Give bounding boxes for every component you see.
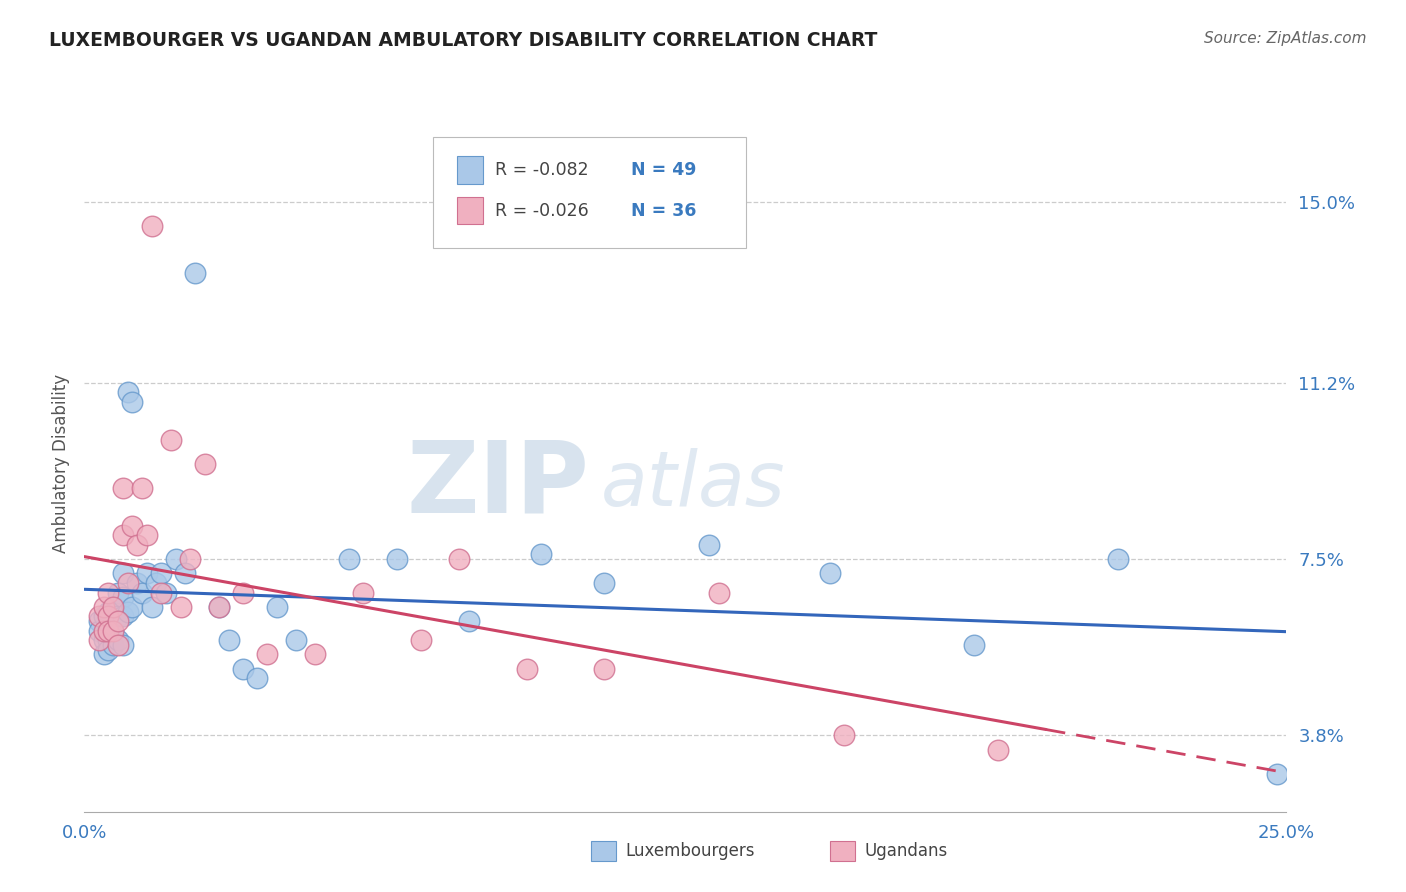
Point xyxy=(169,599,191,614)
Point xyxy=(111,528,134,542)
Point xyxy=(127,576,149,591)
Point xyxy=(592,662,614,676)
Point xyxy=(385,552,408,566)
Point xyxy=(592,576,614,591)
Point xyxy=(155,585,177,599)
FancyBboxPatch shape xyxy=(457,156,484,184)
Point xyxy=(832,729,855,743)
Point xyxy=(127,538,149,552)
Point xyxy=(135,566,157,581)
Point xyxy=(97,624,120,638)
Point xyxy=(208,599,231,614)
Point xyxy=(184,266,207,280)
Point xyxy=(1107,552,1129,566)
Text: N = 49: N = 49 xyxy=(631,161,697,179)
Point xyxy=(246,671,269,685)
Text: N = 36: N = 36 xyxy=(631,202,697,219)
Point xyxy=(141,599,163,614)
Point xyxy=(131,481,153,495)
Point xyxy=(160,433,183,447)
Point xyxy=(103,599,125,614)
Point xyxy=(145,576,167,591)
Point xyxy=(165,552,187,566)
Point xyxy=(963,638,986,652)
Point xyxy=(111,638,134,652)
Point xyxy=(194,457,217,471)
Point xyxy=(87,624,110,638)
Point xyxy=(107,638,129,652)
Point xyxy=(97,605,120,619)
Point xyxy=(97,585,120,599)
Point xyxy=(131,585,153,599)
Point xyxy=(1265,766,1288,780)
Text: Luxembourgers: Luxembourgers xyxy=(626,842,755,860)
Point xyxy=(141,219,163,233)
Point xyxy=(174,566,197,581)
Point xyxy=(97,619,120,633)
Point xyxy=(232,662,254,676)
Point xyxy=(232,585,254,599)
Point xyxy=(218,633,240,648)
Text: Ugandans: Ugandans xyxy=(865,842,948,860)
Point xyxy=(818,566,841,581)
Point xyxy=(266,599,288,614)
Point xyxy=(121,518,143,533)
Point xyxy=(458,614,481,628)
Point xyxy=(699,538,721,552)
Point xyxy=(117,605,139,619)
Point xyxy=(97,633,120,648)
Point xyxy=(516,662,538,676)
Point xyxy=(103,624,125,638)
Point xyxy=(121,395,143,409)
Point xyxy=(97,609,120,624)
Point xyxy=(107,633,129,648)
Point xyxy=(93,624,115,638)
Point xyxy=(707,585,730,599)
Point xyxy=(208,599,231,614)
Point xyxy=(97,642,120,657)
Point xyxy=(409,633,432,648)
Point xyxy=(87,614,110,628)
Point xyxy=(117,385,139,400)
Point xyxy=(93,599,115,614)
Point xyxy=(111,591,134,605)
Point xyxy=(117,576,139,591)
FancyBboxPatch shape xyxy=(457,196,484,225)
Point xyxy=(449,552,471,566)
Point xyxy=(93,633,115,648)
Point xyxy=(103,638,125,652)
Point xyxy=(111,566,134,581)
Text: R = -0.082: R = -0.082 xyxy=(495,161,589,179)
Point xyxy=(530,548,553,562)
Point xyxy=(256,648,278,662)
Text: R = -0.026: R = -0.026 xyxy=(495,202,589,219)
Point xyxy=(107,609,129,624)
Point xyxy=(87,609,110,624)
Point xyxy=(284,633,307,648)
Point xyxy=(107,614,129,628)
FancyBboxPatch shape xyxy=(433,136,745,248)
Point xyxy=(352,585,374,599)
Point xyxy=(87,633,110,648)
Point xyxy=(150,585,173,599)
Point xyxy=(150,566,173,581)
Point xyxy=(121,599,143,614)
Point xyxy=(987,743,1010,757)
Text: Source: ZipAtlas.com: Source: ZipAtlas.com xyxy=(1204,31,1367,46)
Text: atlas: atlas xyxy=(602,448,786,522)
Point xyxy=(135,528,157,542)
Point xyxy=(103,624,125,638)
Text: LUXEMBOURGER VS UGANDAN AMBULATORY DISABILITY CORRELATION CHART: LUXEMBOURGER VS UGANDAN AMBULATORY DISAB… xyxy=(49,31,877,50)
Point xyxy=(107,585,129,599)
Y-axis label: Ambulatory Disability: Ambulatory Disability xyxy=(52,375,70,553)
Text: ZIP: ZIP xyxy=(406,436,589,533)
Point xyxy=(304,648,326,662)
Point xyxy=(93,609,115,624)
Point xyxy=(179,552,201,566)
Point xyxy=(337,552,360,566)
Point xyxy=(103,599,125,614)
Point xyxy=(111,481,134,495)
Point xyxy=(111,609,134,624)
Point xyxy=(93,648,115,662)
